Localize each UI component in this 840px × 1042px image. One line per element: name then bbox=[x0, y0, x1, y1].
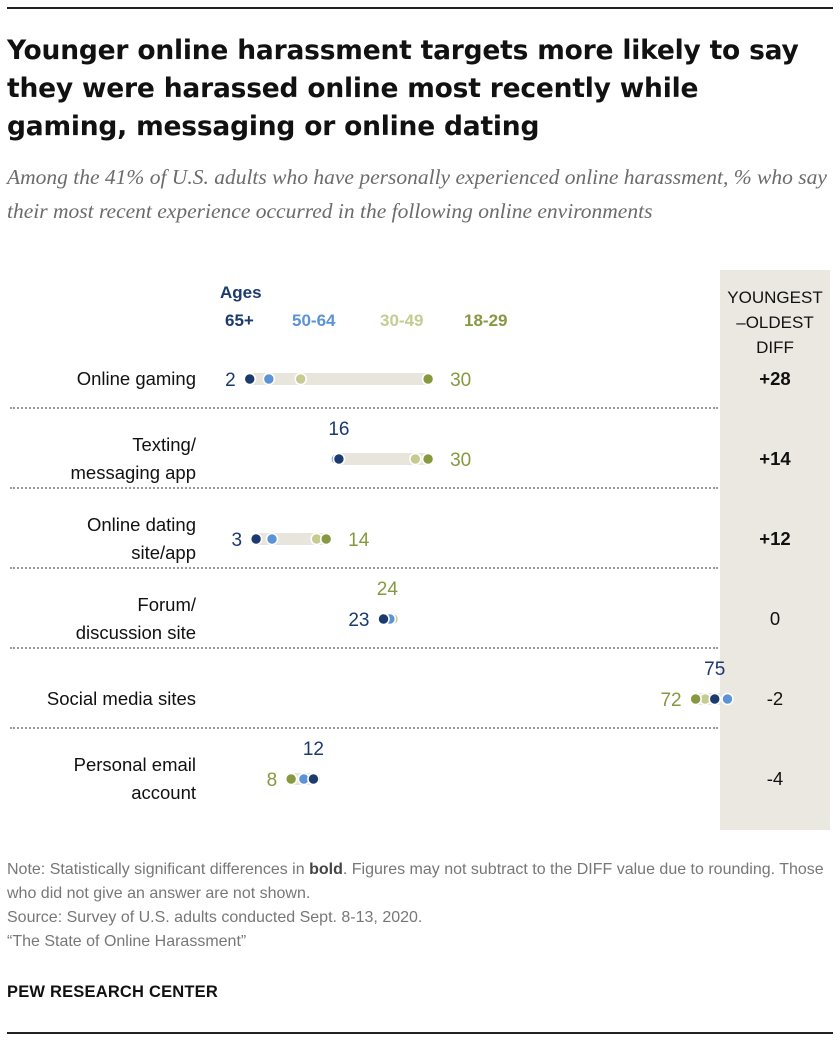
row-separator bbox=[10, 487, 718, 489]
dot-65plus bbox=[307, 772, 320, 786]
row-separator bbox=[10, 727, 718, 729]
diff-column-header: YOUNGEST –OLDEST DIFF bbox=[720, 285, 830, 360]
note-suffix: . Figures may not subtract to the DIFF v… bbox=[7, 861, 824, 902]
dot-65plus bbox=[377, 612, 390, 626]
diff-value: +12 bbox=[759, 528, 791, 549]
row-label: Social media sites bbox=[6, 685, 196, 713]
dot-50-64 bbox=[721, 692, 734, 706]
row-label-line: account bbox=[131, 782, 196, 803]
dot-18-29 bbox=[421, 452, 435, 466]
dot-range-chart: 2 30 16 30 3 14 23 24 75 72 12 8 bbox=[225, 370, 734, 791]
diff-value: -4 bbox=[766, 768, 784, 789]
diff-value: +14 bbox=[759, 448, 791, 469]
row-label-line: Social media sites bbox=[46, 688, 196, 709]
legend-item-50-64: 50-64 bbox=[292, 311, 336, 330]
row-label: Personal email account bbox=[6, 751, 196, 807]
diff-value: -2 bbox=[766, 688, 784, 709]
diff-value: +28 bbox=[759, 368, 791, 389]
row-label: Online dating site/app bbox=[6, 511, 196, 567]
note-prefix: Note: Statistically significant differen… bbox=[7, 861, 310, 878]
brand-logo-text: PEW RESEARCH CENTER bbox=[7, 983, 218, 1001]
note-source: Source: Survey of U.S. adults conducted … bbox=[7, 909, 423, 926]
note-report: “The State of Online Harassment” bbox=[7, 933, 247, 950]
range-bar bbox=[249, 373, 429, 385]
range-bar bbox=[336, 453, 429, 465]
chart-note: Note: Statistically significant differen… bbox=[7, 858, 833, 954]
dot-18-29 bbox=[284, 772, 298, 786]
row-label-line: Forum/ bbox=[137, 594, 196, 615]
row-label-line: messaging app bbox=[70, 462, 196, 483]
row-separator bbox=[10, 567, 718, 569]
value-label: 3 bbox=[232, 530, 243, 551]
value-label: 75 bbox=[704, 659, 725, 680]
dot-50-64 bbox=[265, 532, 279, 546]
dot-65plus bbox=[249, 532, 263, 546]
value-label: 72 bbox=[660, 690, 681, 711]
dot-65plus bbox=[332, 452, 346, 466]
value-label: 30 bbox=[450, 450, 471, 471]
diff-value: 0 bbox=[769, 608, 781, 629]
value-label: 12 bbox=[303, 739, 324, 760]
row-label: Texting/messaging app bbox=[6, 431, 196, 487]
row-label-line: Texting/ bbox=[132, 434, 196, 455]
note-text: Note: Statistically significant differen… bbox=[7, 858, 833, 906]
legend-title: Ages bbox=[220, 283, 262, 302]
row-label-line: Online dating bbox=[86, 514, 196, 535]
value-label: 24 bbox=[377, 579, 399, 600]
dot-18-29 bbox=[319, 532, 333, 546]
value-label: 23 bbox=[348, 610, 369, 631]
dot-50-64 bbox=[262, 372, 276, 386]
dot-30-49 bbox=[409, 452, 422, 466]
dot-18-29 bbox=[421, 372, 435, 386]
diff-header-line: YOUNGEST bbox=[727, 288, 823, 307]
row-label: Forum/discussion site bbox=[6, 591, 196, 647]
value-label: 16 bbox=[328, 419, 349, 440]
row-label-line: site/app bbox=[131, 542, 196, 563]
legend-item-18-29: 18-29 bbox=[464, 311, 508, 330]
diff-column-background bbox=[720, 270, 830, 830]
diff-header-line: –OLDEST bbox=[736, 313, 814, 332]
note-bold-word: bold bbox=[309, 861, 343, 878]
chart-title: Younger online harassment targets more l… bbox=[7, 35, 799, 142]
row-separator bbox=[10, 407, 718, 409]
row-label-line: Online gaming bbox=[76, 368, 196, 389]
row-label-line: Personal email bbox=[73, 754, 196, 775]
dot-18-29 bbox=[689, 692, 702, 706]
value-label: 8 bbox=[267, 770, 278, 791]
dot-65plus bbox=[243, 372, 257, 386]
dot-65plus bbox=[708, 692, 722, 706]
top-rule bbox=[7, 7, 833, 9]
row-separator bbox=[10, 647, 718, 649]
row-label-line: discussion site bbox=[75, 622, 196, 643]
chart-subtitle: Among the 41% of U.S. adults who have pe… bbox=[7, 165, 827, 223]
row-label: Online gaming bbox=[6, 365, 196, 393]
bottom-rule bbox=[7, 1032, 833, 1034]
dot-30-49 bbox=[294, 372, 308, 386]
value-label: 2 bbox=[225, 370, 236, 391]
legend-item-65plus: 65+ bbox=[225, 311, 254, 330]
value-label: 30 bbox=[450, 370, 471, 391]
legend-item-30-49: 30-49 bbox=[380, 311, 424, 330]
diff-header-line: DIFF bbox=[756, 338, 794, 357]
value-label: 14 bbox=[348, 530, 370, 551]
